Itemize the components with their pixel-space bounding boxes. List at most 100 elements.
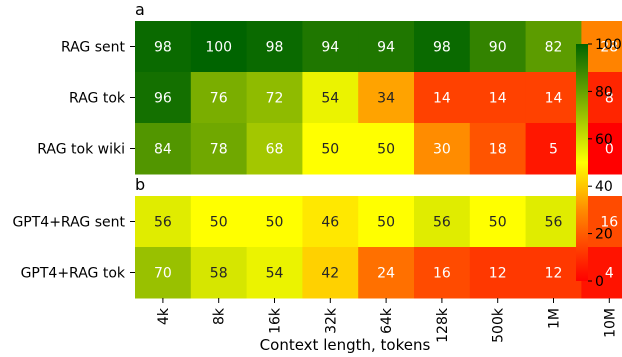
cell-value: 50	[377, 142, 395, 158]
heatmap-cell	[302, 21, 359, 73]
cell-value: 54	[266, 266, 284, 282]
heatmap-panel-b: b GPT4+RAG sent 56 50 50 46 50 56 50 56 16 GPT4+RAG…	[12, 175, 622, 299]
row-label: RAG tok wiki	[37, 142, 125, 158]
cell-value: 82	[545, 40, 563, 56]
x-tick-label: 10M	[602, 308, 618, 338]
cell-value: 16	[600, 215, 618, 231]
cell-value: 56	[545, 215, 563, 231]
heatmap-cell	[358, 123, 415, 175]
cell-value: 14	[489, 91, 507, 107]
row-label: GPT4+RAG tok	[21, 266, 126, 282]
heatmap-cell	[525, 123, 582, 175]
cell-value: 0	[605, 142, 614, 158]
cell-value: 50	[210, 215, 228, 231]
heatmap-cell	[414, 123, 471, 175]
colorbar-tick-label: 40	[595, 179, 613, 195]
heatmap-cell	[246, 123, 303, 175]
row-label: RAG sent	[61, 40, 126, 56]
heatmap-cell	[302, 72, 359, 124]
colorbar-tick-label: 60	[595, 132, 613, 148]
cell-value: 100	[205, 40, 232, 56]
heatmap-cell	[414, 247, 471, 299]
cell-value: 14	[545, 91, 563, 107]
cell-value: 84	[154, 142, 172, 158]
cell-value: 30	[433, 142, 451, 158]
heatmap-cell	[469, 123, 527, 175]
heatmap-cell	[581, 123, 622, 175]
heatmap-cell	[246, 196, 303, 248]
colorbar-tick-label: 100	[595, 37, 622, 53]
heatmap-cell	[135, 123, 192, 175]
cell-value: 90	[489, 40, 507, 56]
cell-value: 50	[266, 215, 284, 231]
row-label: RAG tok	[69, 91, 126, 107]
heatmap-cell	[414, 21, 471, 73]
heatmap-cell	[135, 247, 192, 299]
cell-value: 16	[433, 266, 451, 282]
cell-value: 78	[210, 142, 228, 158]
cell-value: 5	[549, 142, 558, 158]
cell-value: 98	[433, 40, 451, 56]
cell-value: 70	[154, 266, 172, 282]
cell-value: 94	[377, 40, 395, 56]
cell-value: 76	[210, 91, 228, 107]
cell-value: 8	[605, 91, 614, 107]
heatmap-cell	[302, 123, 359, 175]
cell-value: 96	[154, 91, 172, 107]
heatmap-cell	[414, 196, 471, 248]
cell-value: 68	[266, 142, 284, 158]
cell-value: 94	[321, 40, 339, 56]
colorbar-tick-label: 0	[595, 274, 604, 290]
heatmap-cell	[581, 72, 622, 124]
heatmap-cell	[246, 21, 303, 73]
heatmap-cell	[190, 196, 248, 248]
heatmap-cell	[135, 21, 192, 73]
heatmap-cell	[190, 123, 248, 175]
heatmap-cell	[135, 72, 192, 124]
heatmap-cell	[358, 196, 415, 248]
cell-value: 42	[321, 266, 339, 282]
cell-value: 12	[489, 266, 507, 282]
heatmap-cell	[581, 247, 622, 299]
heatmap-cell	[246, 72, 303, 124]
x-tick-label: 500k	[491, 307, 507, 343]
x-tick-label: 8k	[212, 307, 228, 325]
heatmap-cell	[525, 72, 582, 124]
heatmap-cell	[135, 196, 192, 248]
cell-value: 46	[321, 215, 339, 231]
heatmap-cell	[525, 196, 582, 248]
x-tick-label: 4k	[156, 307, 172, 325]
panel-label: b	[135, 175, 145, 194]
heatmap-cell	[246, 247, 303, 299]
cell-value: 98	[266, 40, 284, 56]
heatmap-cell	[358, 21, 415, 73]
heatmap-cell	[469, 21, 527, 73]
panel-label: a	[135, 0, 145, 19]
row-label: GPT4+RAG sent	[12, 215, 125, 231]
heatmap-cell	[469, 247, 527, 299]
cell-value: 14	[433, 91, 451, 107]
heatmap-panel-a: a RAG sent 98 100 98 94 94 98 90 82 28 RAG tok 96 76 7…	[37, 0, 622, 175]
cell-value: 98	[154, 40, 172, 56]
heatmap-cell	[302, 196, 359, 248]
cell-value: 72	[266, 91, 284, 107]
heatmap-cell	[525, 21, 582, 73]
heatmap-cell	[414, 72, 471, 124]
cell-value: 50	[377, 215, 395, 231]
x-tick-label: 64k	[379, 307, 395, 334]
heatmap-cell	[469, 196, 527, 248]
heatmap-cell	[302, 247, 359, 299]
heatmap-cell	[358, 247, 415, 299]
cell-value: 28	[600, 40, 618, 56]
cell-value: 4	[605, 266, 614, 282]
cell-value: 34	[377, 91, 395, 107]
heatmap-cell	[190, 21, 248, 73]
cell-value: 12	[545, 266, 563, 282]
heatmap-cell	[525, 247, 582, 299]
cell-value: 24	[377, 266, 395, 282]
cell-value: 50	[321, 142, 339, 158]
colorbar-tick-label: 20	[595, 227, 613, 243]
heatmap-cell	[581, 21, 622, 73]
